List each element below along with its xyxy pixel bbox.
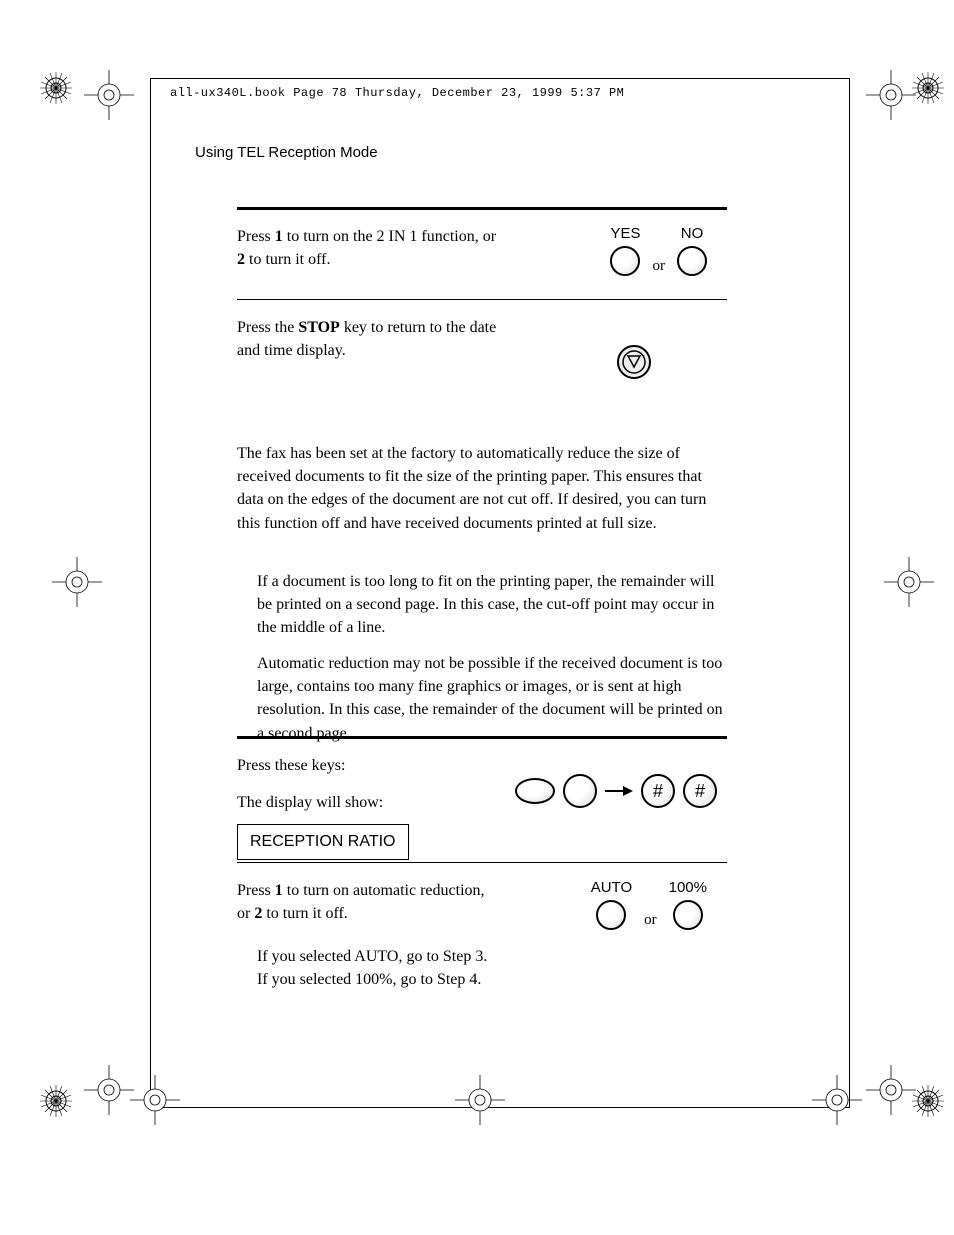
- step-row: Press the STOP key to return to the date…: [237, 316, 727, 385]
- stop-key: STOP: [298, 319, 340, 336]
- sub-instruction-2: If you selected 100%, go to Step 4.: [257, 968, 727, 991]
- auto-label: AUTO: [591, 879, 632, 896]
- no-button-icon: [677, 246, 707, 276]
- crop-info-text: all-ux340L.book Page 78 Thursday, Decemb…: [170, 86, 624, 100]
- text: Press: [237, 228, 275, 245]
- round-button-icon: [563, 774, 597, 808]
- hash-button-icon: #: [683, 774, 717, 808]
- button-group: YES or NO: [610, 225, 707, 281]
- key-1: 1: [275, 882, 283, 899]
- step-instruction: Press 1 to turn on automatic reduction, …: [237, 879, 487, 925]
- stop-button-icon: [616, 344, 652, 385]
- hundred-label: 100%: [669, 879, 707, 896]
- text: Press the: [237, 319, 298, 336]
- text: to turn it off.: [245, 251, 330, 268]
- crop-mark-icon: [130, 1075, 180, 1125]
- step-row: Press 1 to turn on automatic reduction, …: [237, 879, 727, 991]
- oval-button-icon: [515, 778, 555, 804]
- text: to turn on the 2 IN 1 function, or: [283, 228, 496, 245]
- body-para-3: Automatic reduction may not be possible …: [257, 652, 727, 745]
- or-text: or: [644, 912, 657, 935]
- sunburst-icon: [38, 70, 74, 106]
- crop-mark-icon: [812, 1075, 862, 1125]
- sub-instruction-1: If you selected AUTO, go to Step 3.: [257, 945, 727, 968]
- step-row: Press these keys: The display will show:…: [237, 754, 727, 860]
- step-instruction: Press the STOP key to return to the date…: [237, 316, 507, 362]
- or-text: or: [653, 258, 666, 281]
- divider: [237, 207, 727, 210]
- crop-mark-icon: [84, 1065, 134, 1115]
- crop-mark-icon: [455, 1075, 505, 1125]
- text: The display will show:: [237, 791, 467, 814]
- key-1: 1: [275, 228, 283, 245]
- text: to turn it off.: [262, 905, 347, 922]
- step-row: Press 1 to turn on the 2 IN 1 function, …: [237, 225, 727, 281]
- key-sequence: # #: [515, 774, 717, 808]
- sunburst-icon: [910, 70, 946, 106]
- button-group: AUTO or 100%: [591, 879, 707, 935]
- hash-button-icon: #: [641, 774, 675, 808]
- body-para-2: If a document is too long to fit on the …: [257, 570, 727, 640]
- crop-mark-icon: [884, 557, 934, 607]
- sunburst-icon: [38, 1083, 74, 1119]
- divider: [237, 299, 727, 300]
- step-instruction: Press these keys: The display will show:…: [237, 754, 467, 860]
- body-para-1: The fax has been set at the factory to a…: [237, 442, 727, 535]
- text: Press these keys:: [237, 754, 467, 777]
- yes-button-icon: [610, 246, 640, 276]
- lcd-display: RECEPTION RATIO: [237, 824, 409, 859]
- arrow-right-icon: [605, 783, 633, 799]
- crop-mark-icon: [866, 1065, 916, 1115]
- text: Press: [237, 882, 275, 899]
- crop-mark-icon: [52, 557, 102, 607]
- hundred-button-icon: [673, 900, 703, 930]
- crop-mark-icon: [866, 70, 916, 120]
- divider: [237, 862, 727, 863]
- auto-button-icon: [596, 900, 626, 930]
- section-title: Using TEL Reception Mode: [195, 144, 378, 161]
- no-label: NO: [677, 225, 707, 242]
- key-2: 2: [237, 251, 245, 268]
- step-instruction: Press 1 to turn on the 2 IN 1 function, …: [237, 225, 507, 271]
- yes-label: YES: [610, 225, 640, 242]
- crop-mark-icon: [84, 70, 134, 120]
